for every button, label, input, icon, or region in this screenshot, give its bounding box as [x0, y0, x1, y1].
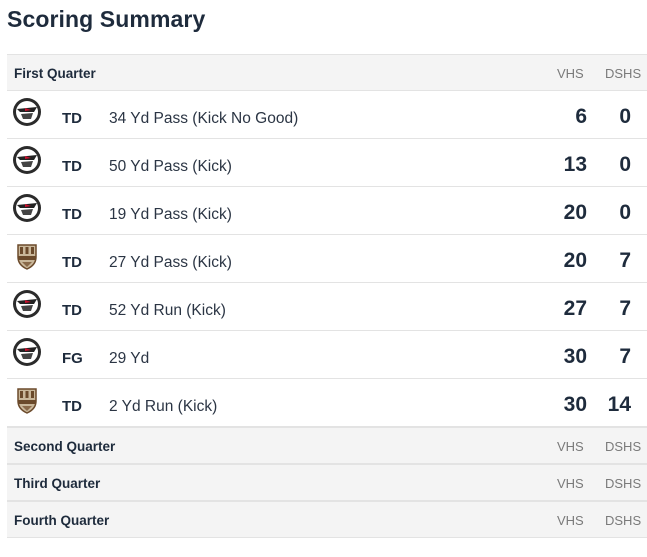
vhs-column-header: VHS [557, 66, 584, 81]
play-type: TD [62, 254, 82, 271]
quarter-header-third: Third Quarter VHS DSHS [7, 464, 647, 501]
vhs-column-header: VHS [557, 439, 584, 454]
scoring-play-row: TD 2 Yd Run (Kick) 30 14 [7, 379, 647, 427]
dshs-score: 7 [619, 249, 631, 272]
scoring-play-row: TD 27 Yd Pass (Kick) 20 7 [7, 235, 647, 283]
scoring-play-row: TD 52 Yd Run (Kick) 27 7 [7, 283, 647, 331]
play-description: 29 Yd [109, 350, 150, 367]
vhs-score: 30 [563, 393, 587, 416]
quarter-label: First Quarter [14, 66, 96, 81]
play-type: TD [62, 206, 82, 223]
play-type: TD [62, 110, 82, 127]
play-description: 27 Yd Pass (Kick) [109, 254, 232, 271]
dshs-score: 7 [619, 345, 631, 368]
play-description: 2 Yd Run (Kick) [109, 398, 218, 415]
dshs-column-header: DSHS [605, 439, 642, 454]
dshs-score: 0 [619, 201, 631, 224]
vhs-score: 6 [575, 105, 587, 128]
play-description: 50 Yd Pass (Kick) [109, 158, 232, 175]
vhs-score: 30 [563, 345, 587, 368]
vhs-score: 13 [563, 153, 587, 176]
dshs-score: 0 [619, 105, 631, 128]
vhs-column-header: VHS [557, 476, 584, 491]
play-description: 34 Yd Pass (Kick No Good) [109, 110, 299, 127]
quarter-label: Third Quarter [14, 476, 101, 491]
scoring-play-row: TD 19 Yd Pass (Kick) 20 0 [7, 187, 647, 235]
dshs-column-header: DSHS [605, 476, 642, 491]
vhs-column-header: VHS [557, 513, 584, 528]
play-type: FG [62, 350, 83, 367]
quarter-label: Second Quarter [14, 439, 116, 454]
quarter-label: Fourth Quarter [14, 513, 110, 528]
quarter-header-first: First Quarter VHS DSHS [7, 54, 647, 91]
eagle-helmet-icon [13, 194, 41, 222]
play-description: 52 Yd Run (Kick) [109, 302, 226, 319]
eagle-helmet-icon [13, 98, 41, 126]
dshs-column-header: DSHS [605, 513, 642, 528]
eagle-helmet-icon [13, 290, 41, 318]
quarter-header-second: Second Quarter VHS DSHS [7, 427, 647, 464]
vhs-score: 27 [563, 297, 587, 320]
vhs-score: 20 [563, 201, 587, 224]
scoring-play-row: TD 50 Yd Pass (Kick) 13 0 [7, 139, 647, 187]
dshs-score: 14 [607, 393, 631, 416]
vhs-score: 20 [563, 249, 587, 272]
scoring-table: First Quarter VHS DSHS TD 34 Yd Pass (Ki… [7, 54, 647, 538]
eagle-helmet-icon [13, 146, 41, 174]
quarter-header-fourth: Fourth Quarter VHS DSHS [7, 501, 647, 538]
page-title: Scoring Summary [7, 6, 206, 32]
play-type: TD [62, 302, 82, 319]
play-description: 19 Yd Pass (Kick) [109, 206, 232, 223]
shield-crest-icon [17, 244, 37, 270]
eagle-helmet-icon [13, 338, 41, 366]
play-type: TD [62, 398, 82, 415]
dshs-score: 7 [619, 297, 631, 320]
play-type: TD [62, 158, 82, 175]
dshs-score: 0 [619, 153, 631, 176]
shield-crest-icon [17, 388, 37, 414]
scoring-play-row: TD 34 Yd Pass (Kick No Good) 6 0 [7, 91, 647, 139]
scoring-play-row: FG 29 Yd 30 7 [7, 331, 647, 379]
dshs-column-header: DSHS [605, 66, 642, 81]
